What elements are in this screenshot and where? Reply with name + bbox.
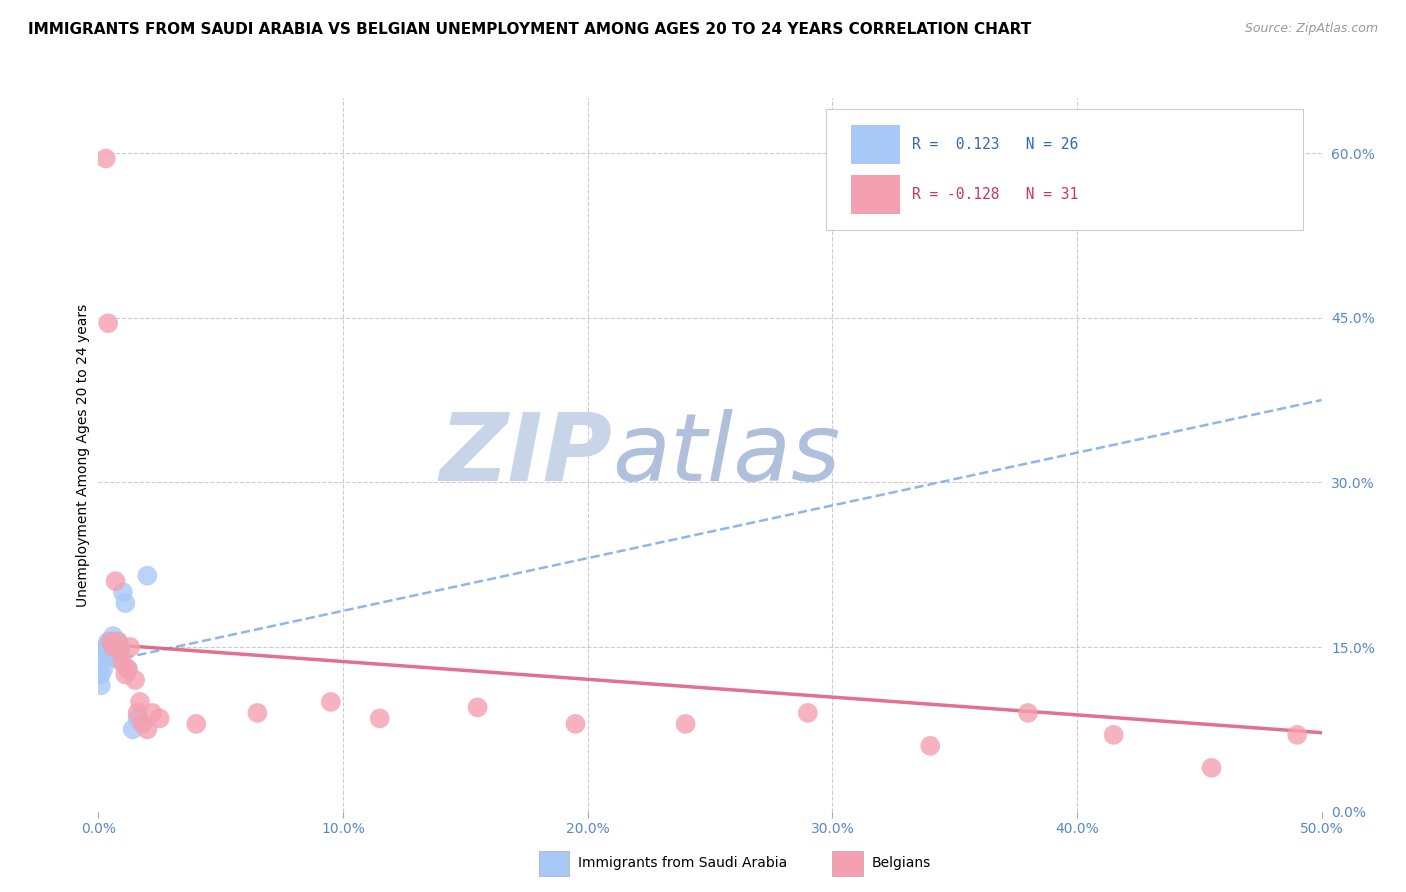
Point [1286,728,1309,742]
Text: R =  0.123   N = 26: R = 0.123 N = 26 [912,137,1078,152]
Text: Source: ZipAtlas.com: Source: ZipAtlas.com [1244,22,1378,36]
Point [90,667,112,681]
FancyBboxPatch shape [538,851,569,876]
Point [111,585,134,599]
Point [97,316,120,330]
Point [124,673,146,687]
Point [101,640,124,654]
Point [97,634,120,648]
Point [114,667,136,681]
Point [100,646,122,660]
Point [94,640,117,654]
Text: Immigrants from Saudi Arabia: Immigrants from Saudi Arabia [578,856,787,870]
Point [1102,728,1125,742]
Point [104,634,127,648]
Point [246,706,269,720]
Point [101,629,124,643]
Point [131,717,153,731]
Point [94,152,117,166]
Point [564,717,586,731]
Point [100,634,122,648]
Point [121,723,143,737]
Point [129,695,152,709]
Point [91,662,114,676]
Point [1017,706,1039,720]
Point [117,662,139,676]
FancyBboxPatch shape [832,851,863,876]
Point [675,717,697,731]
FancyBboxPatch shape [851,125,900,164]
Point [91,651,114,665]
Y-axis label: Unemployment Among Ages 20 to 24 years: Unemployment Among Ages 20 to 24 years [76,303,90,607]
Point [127,711,149,725]
Point [97,646,120,660]
Point [107,651,129,665]
Point [107,634,129,648]
Point [110,640,132,654]
Point [117,662,139,676]
Point [101,640,124,654]
Text: ZIP: ZIP [439,409,612,501]
Point [1201,761,1223,775]
Point [136,723,159,737]
Point [107,634,129,648]
Point [101,651,124,665]
Text: atlas: atlas [612,409,841,500]
Point [136,568,159,582]
Point [97,640,120,654]
Text: R = -0.128   N = 31: R = -0.128 N = 31 [912,187,1078,202]
Point [127,706,149,720]
FancyBboxPatch shape [827,109,1303,230]
Point [920,739,942,753]
Point [104,574,127,589]
Text: IMMIGRANTS FROM SAUDI ARABIA VS BELGIAN UNEMPLOYMENT AMONG AGES 20 TO 24 YEARS C: IMMIGRANTS FROM SAUDI ARABIA VS BELGIAN … [28,22,1032,37]
Point [90,678,112,692]
FancyBboxPatch shape [851,175,900,214]
Point [319,695,342,709]
Point [111,657,134,671]
Point [141,706,163,720]
Point [186,717,208,731]
Point [149,711,172,725]
Point [120,640,142,654]
Point [100,640,122,654]
Point [104,646,127,660]
Point [467,700,489,714]
Point [368,711,391,725]
Text: Belgians: Belgians [872,856,931,870]
Point [110,646,132,660]
Point [100,634,122,648]
Point [797,706,820,720]
Point [94,646,117,660]
Point [114,596,136,610]
